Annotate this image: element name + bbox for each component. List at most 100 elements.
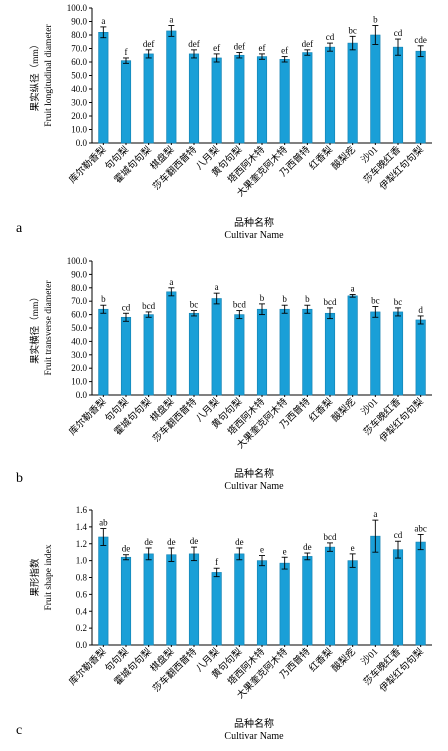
y-axis-label-en: Fruit shape index	[44, 544, 54, 610]
y-tick-label: 80.0	[71, 30, 87, 40]
bar	[234, 54, 245, 144]
bar	[347, 560, 358, 646]
significance-label: de	[122, 544, 131, 554]
significance-label: e	[283, 546, 287, 556]
y-tick-label: 0.0	[76, 390, 88, 400]
significance-label: d	[418, 305, 423, 315]
category-label: 红香梨	[306, 645, 335, 674]
significance-label: bc	[371, 296, 380, 306]
category-label: 库尔勒香梨	[66, 143, 108, 185]
bar	[188, 53, 200, 144]
bar	[415, 541, 426, 646]
y-tick-label: 0.8	[76, 573, 88, 583]
y-tick-label: 40.0	[71, 84, 87, 94]
y-tick-label: 30.0	[71, 350, 87, 360]
significance-label: def	[143, 39, 155, 49]
significance-label: a	[373, 509, 377, 519]
y-tick-label: 90.0	[71, 269, 87, 279]
bar	[98, 308, 109, 396]
chart-panel-a: 0.0 10.0 20.0 30.0 40.0 50.0 60.0 70.0 80.0 90.0 1…	[16, 3, 432, 241]
y-tick-label: 100.0	[67, 256, 88, 266]
significance-label: de	[235, 537, 244, 547]
bar	[143, 314, 154, 396]
significance-label: bcd	[324, 532, 337, 542]
significance-label: bc	[394, 297, 403, 307]
category-label: 库尔勒香梨	[66, 645, 108, 687]
x-axis-label-en: Cultivar Name	[224, 481, 284, 492]
significance-label: cd	[394, 28, 403, 38]
significance-label: ef	[281, 46, 288, 56]
bar	[120, 316, 132, 396]
bar	[166, 554, 177, 646]
significance-label: a	[169, 15, 173, 25]
bar	[211, 572, 222, 646]
significance-label: def	[234, 42, 246, 52]
panel-letter: c	[16, 723, 22, 738]
y-axis-label-en: Fruit transverse diameter	[44, 280, 54, 376]
bar	[188, 553, 200, 646]
significance-label: abc	[414, 523, 427, 533]
chart-panel-c: 0.0 0.2 0.4 0.6 0.8 1.0 1.2 1.4 1.6 果形指数 Fruit sha…	[16, 505, 432, 742]
significance-label: ef	[259, 43, 266, 53]
bar	[347, 295, 358, 396]
significance-label: e	[260, 545, 264, 555]
x-axis-label-en: Cultivar Name	[224, 230, 284, 241]
y-axis-label-cn: 果形指数	[29, 558, 41, 597]
significance-label: bcd	[233, 300, 246, 310]
significance-label: cd	[122, 302, 131, 312]
significance-label: de	[144, 537, 153, 547]
significance-label: f	[215, 557, 218, 567]
y-tick-label: 0.4	[76, 606, 88, 616]
bar	[166, 30, 177, 144]
bar	[143, 553, 154, 646]
category-label: 库尔勒香梨	[66, 395, 108, 437]
bar	[279, 58, 290, 144]
bar	[256, 308, 268, 396]
bar	[415, 50, 426, 144]
bar	[234, 553, 245, 646]
y-tick-label: 60.0	[71, 310, 87, 320]
significance-label: cd	[394, 530, 403, 540]
bar	[324, 46, 336, 144]
y-axis-label-cn: 果实纵径（mm）	[29, 40, 41, 112]
bar	[302, 556, 313, 646]
significance-label: a	[101, 16, 105, 26]
significance-label: ef	[213, 43, 220, 53]
significance-label: e	[351, 543, 355, 553]
y-tick-label: 80.0	[71, 283, 87, 293]
bar	[324, 546, 336, 646]
y-tick-label: 1.4	[76, 522, 88, 532]
y-tick-label: 40.0	[71, 336, 87, 346]
bar	[392, 549, 404, 646]
significance-label: b	[282, 294, 287, 304]
category-label: 红香梨	[306, 143, 335, 172]
y-tick-label: 90.0	[71, 17, 87, 27]
bar	[98, 536, 109, 646]
significance-label: f	[125, 47, 128, 57]
x-axis-label-cn: 品种名称	[234, 216, 274, 229]
significance-label: b	[101, 294, 106, 304]
bar	[302, 308, 313, 396]
y-tick-label: 50.0	[71, 71, 87, 81]
y-tick-label: 100.0	[67, 3, 88, 13]
significance-label: b	[305, 294, 310, 304]
bar	[143, 53, 154, 144]
significance-label: de	[303, 542, 312, 552]
y-tick-label: 10.0	[71, 377, 87, 387]
significance-label: bcd	[324, 297, 337, 307]
significance-label: ab	[99, 518, 108, 528]
bar	[279, 562, 290, 646]
y-tick-label: 0.0	[76, 138, 88, 148]
bar	[392, 46, 404, 144]
x-axis-label-en: Cultivar Name	[224, 731, 284, 742]
y-tick-label: 1.2	[76, 539, 87, 549]
bar	[256, 560, 268, 646]
significance-label: def	[302, 39, 314, 49]
y-tick-label: 0.0	[76, 640, 88, 650]
significance-label: a	[351, 284, 355, 294]
significance-label: a	[169, 277, 173, 287]
category-label: 酸梨疙	[329, 143, 358, 172]
bar	[188, 312, 200, 396]
significance-label: de	[190, 536, 199, 546]
